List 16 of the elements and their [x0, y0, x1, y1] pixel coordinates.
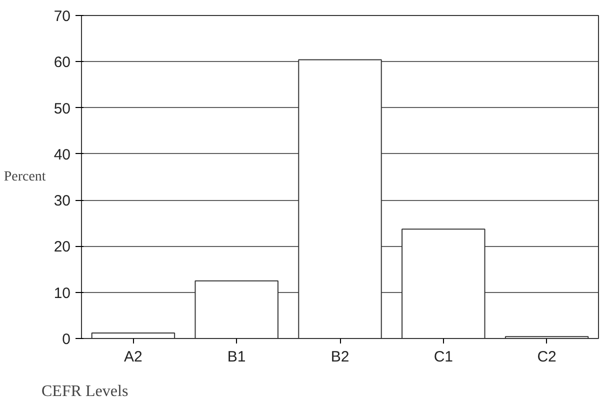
x-tick-label: C1: [434, 348, 453, 366]
y-tick-label: 20: [54, 238, 71, 256]
y-tick-label: 30: [54, 192, 71, 210]
x-tick-label: C2: [537, 348, 556, 366]
y-tick-label: 0: [62, 331, 70, 348]
y-tick-label: 50: [54, 100, 71, 118]
y-tick-label: 10: [54, 284, 71, 302]
y-tick-label: 60: [54, 54, 71, 72]
x-tick-label: A2: [124, 348, 142, 366]
y-axis-title: Percent: [4, 170, 46, 184]
x-tick-label: B1: [227, 348, 246, 366]
x-axis-title: CEFR Levels: [42, 383, 128, 400]
y-tick-label: 70: [54, 8, 71, 25]
x-tick-label: B2: [330, 348, 350, 366]
y-tick-label: 40: [54, 146, 71, 164]
bar: [91, 332, 176, 338]
